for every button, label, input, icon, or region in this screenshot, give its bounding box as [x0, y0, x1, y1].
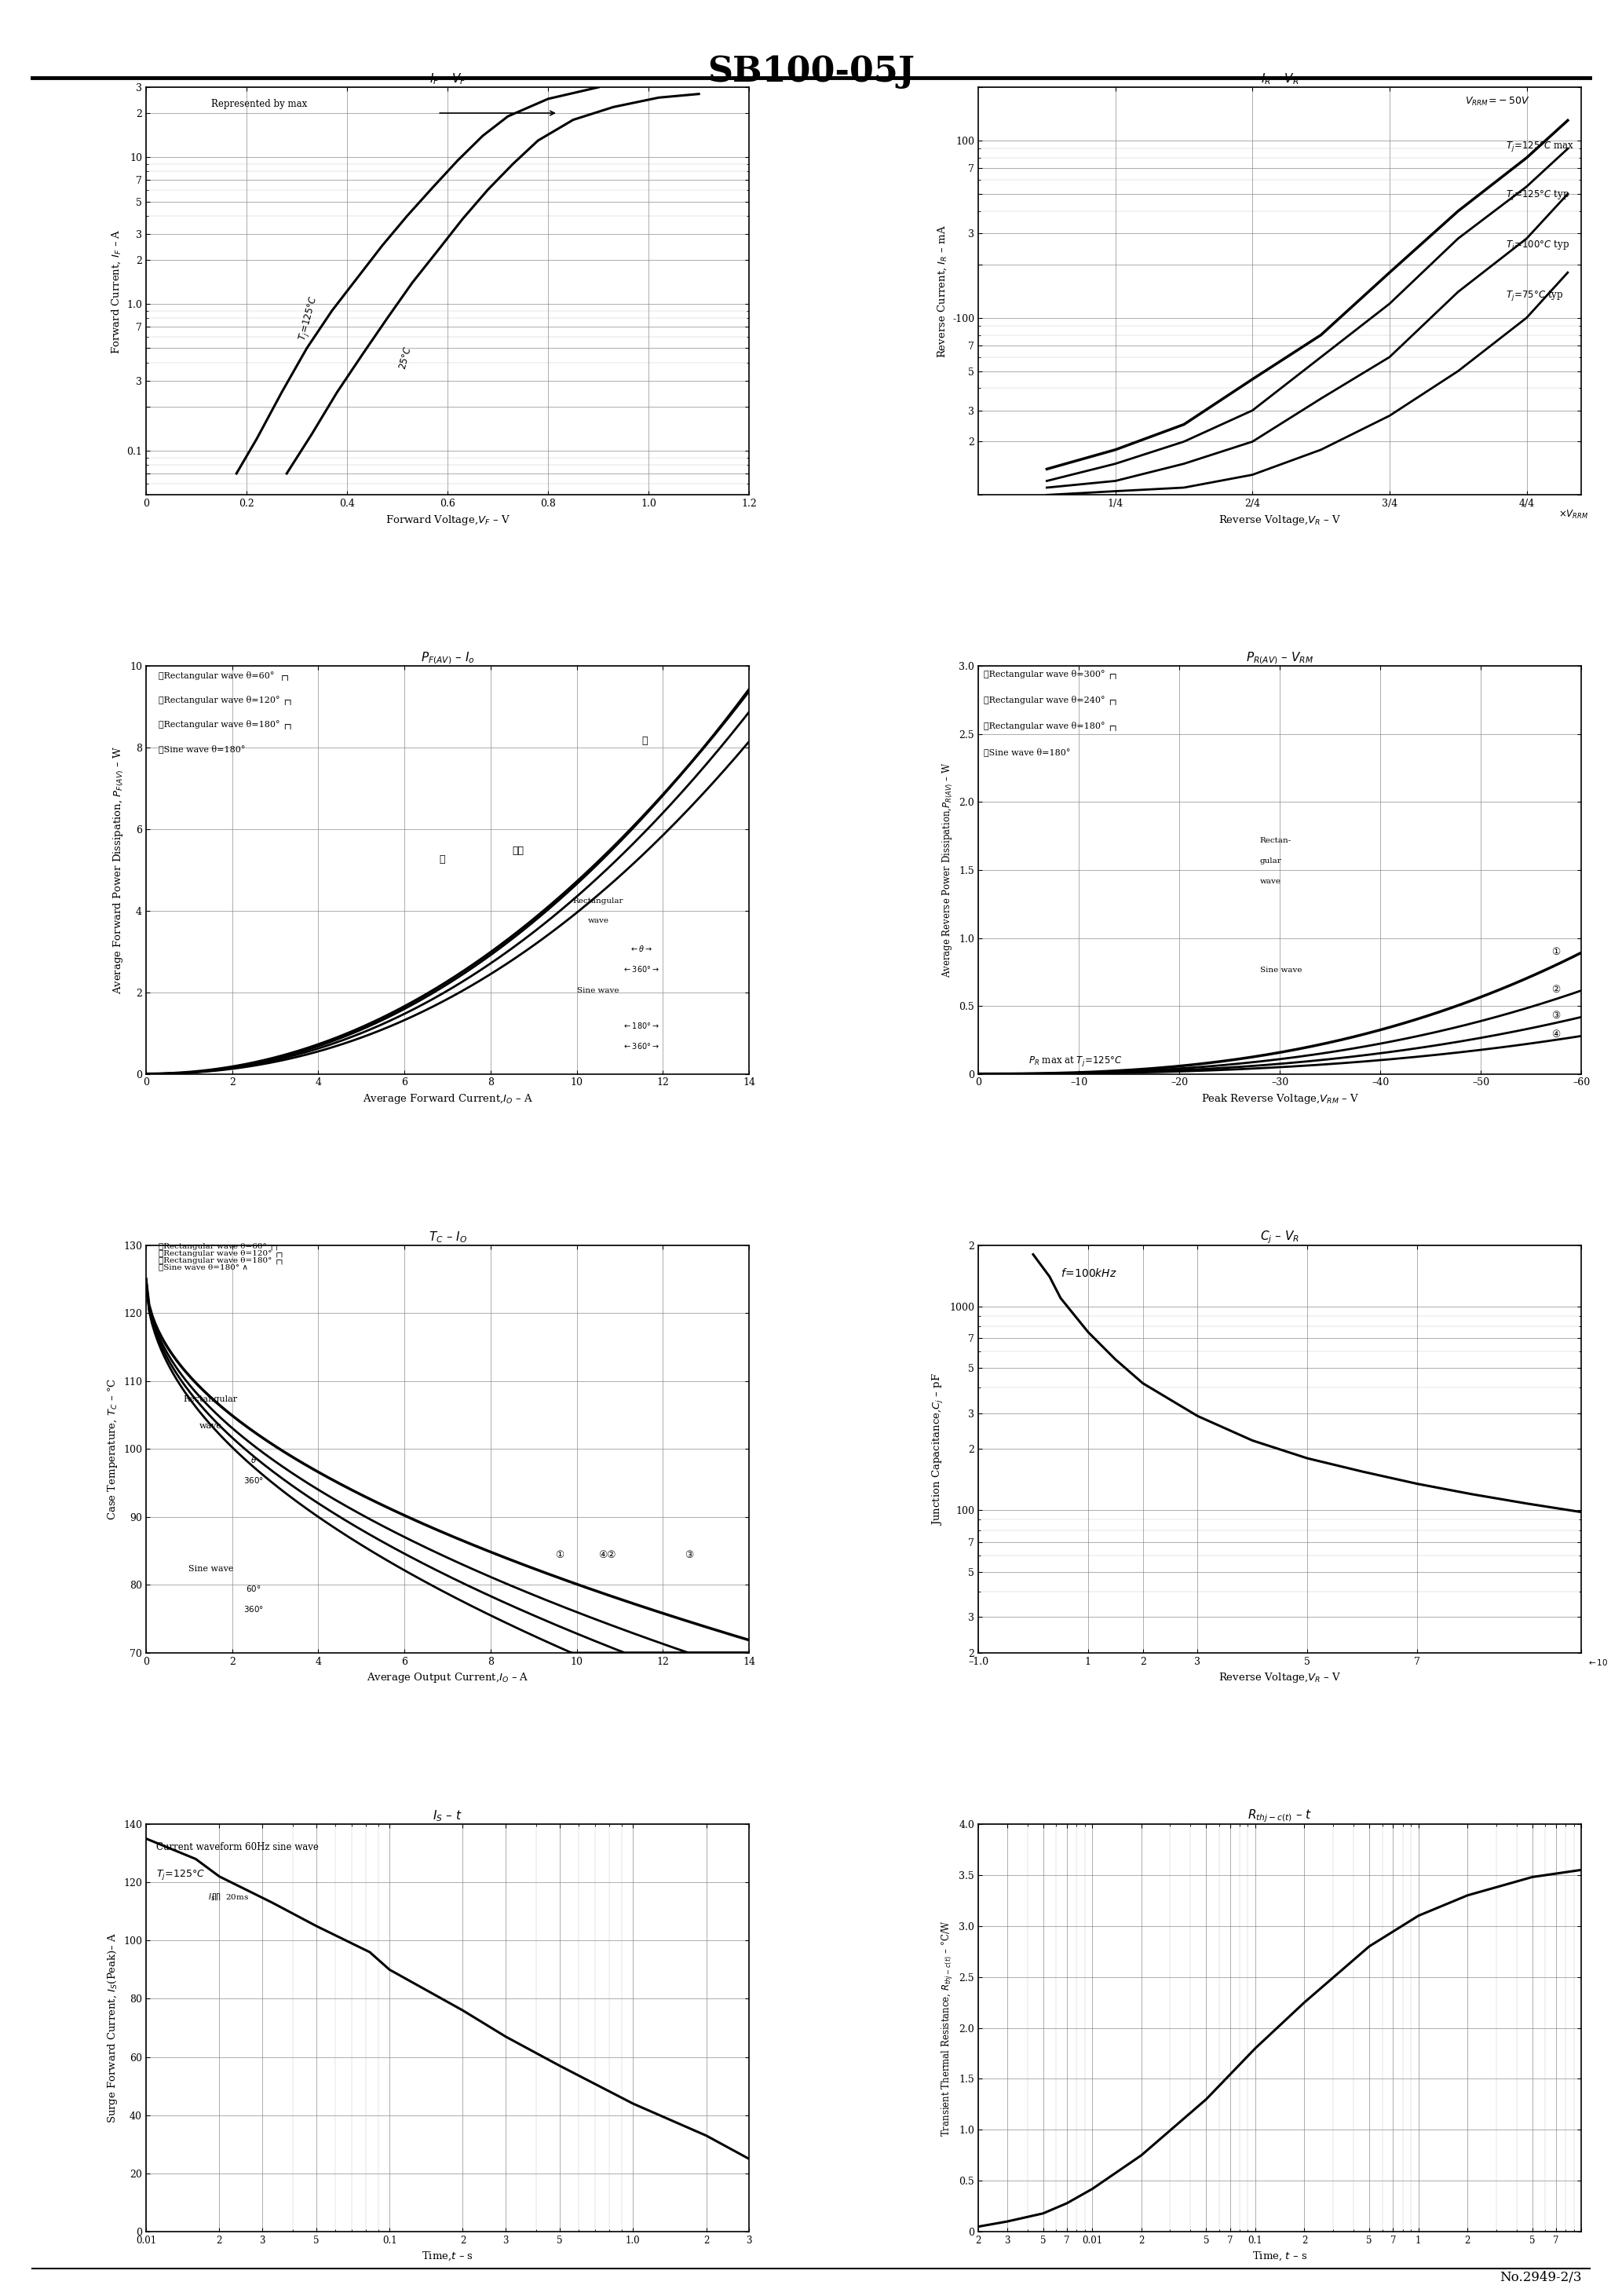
Text: ②Rectangular wave θ=120° ┌┐: ②Rectangular wave θ=120° ┌┐ [159, 1249, 284, 1258]
Y-axis label: Average Forward Power Dissipation, $P_{F(AV)}$ – W: Average Forward Power Dissipation, $P_{F… [112, 746, 125, 994]
Text: $T_j\!=\!125°C$ max: $T_j\!=\!125°C$ max [1507, 140, 1575, 154]
Y-axis label: Reverse Current, $I_R$ – mA: Reverse Current, $I_R$ – mA [936, 225, 947, 358]
Text: $\leftarrow 360°\rightarrow$: $\leftarrow 360°\rightarrow$ [623, 964, 660, 974]
Text: ③: ③ [641, 735, 647, 746]
X-axis label: Average Forward Current,$I_O$ – A: Average Forward Current,$I_O$ – A [362, 1093, 532, 1107]
Text: $\leftarrow 180°\rightarrow$: $\leftarrow 180°\rightarrow$ [623, 1022, 660, 1031]
Title: $C_j$ – $V_R$: $C_j$ – $V_R$ [1260, 1228, 1299, 1244]
Text: ②: ② [1551, 985, 1560, 994]
Text: Sine wave: Sine wave [188, 1566, 234, 1573]
Text: Current waveform 60Hz sine wave: Current waveform 60Hz sine wave [156, 1841, 318, 1853]
Text: $25°C$: $25°C$ [397, 344, 414, 372]
Title: $I_F$ – $V_F$: $I_F$ – $V_F$ [430, 71, 466, 87]
X-axis label: Time, $t$ – s: Time, $t$ – s [1252, 2250, 1307, 2262]
Text: ③: ③ [1551, 1010, 1560, 1022]
Text: $360°$: $360°$ [243, 1474, 264, 1486]
Title: $P_{F(AV)}$ – $I_o$: $P_{F(AV)}$ – $I_o$ [420, 650, 475, 666]
Text: Sine wave: Sine wave [1260, 967, 1302, 974]
Title: $P_{R(AV)}$ – $V_{RM}$: $P_{R(AV)}$ – $V_{RM}$ [1246, 650, 1314, 666]
Text: ①: ① [555, 1550, 564, 1559]
Text: ①Rectangular wave θ=60° ┌┐: ①Rectangular wave θ=60° ┌┐ [159, 1242, 279, 1251]
X-axis label: Average Output Current,$I_O$ – A: Average Output Current,$I_O$ – A [367, 1671, 529, 1685]
Text: $\leftarrow$10: $\leftarrow$10 [1586, 1658, 1609, 1667]
Text: ④Sine wave θ=180°: ④Sine wave θ=180° [159, 744, 245, 753]
Text: ④: ④ [1551, 1029, 1560, 1040]
Text: $T_j\!=\!125°C$ typ: $T_j\!=\!125°C$ typ [1507, 188, 1570, 202]
X-axis label: Time,$t$ – s: Time,$t$ – s [422, 2250, 474, 2262]
Text: wave: wave [200, 1421, 222, 1430]
Text: $\times V_{RRM}$: $\times V_{RRM}$ [1559, 507, 1588, 521]
Title: $T_C$ – $I_O$: $T_C$ – $I_O$ [428, 1231, 467, 1244]
X-axis label: Reverse Voltage,$V_R$ – V: Reverse Voltage,$V_R$ – V [1218, 514, 1341, 526]
Text: No.2949-2/3: No.2949-2/3 [1499, 2271, 1581, 2285]
Title: $I_R$ – $V_R$: $I_R$ – $V_R$ [1260, 71, 1299, 87]
Text: ④Sine wave θ=180° ∧: ④Sine wave θ=180° ∧ [159, 1263, 248, 1270]
Title: $R_{thj-c(t)}$ – $t$: $R_{thj-c(t)}$ – $t$ [1247, 1807, 1312, 1823]
Text: ③Rectangular wave θ=180° ┌┐: ③Rectangular wave θ=180° ┌┐ [159, 1256, 284, 1265]
Text: ②Rectangular wave θ=120° ┌┐: ②Rectangular wave θ=120° ┌┐ [159, 696, 294, 705]
Y-axis label: Forward Current, $I_F$ – A: Forward Current, $I_F$ – A [110, 227, 122, 354]
Text: Rectangular: Rectangular [573, 898, 623, 905]
Text: $f\!=\!100kHz$: $f\!=\!100kHz$ [1061, 1267, 1118, 1279]
Text: ①: ① [1551, 946, 1560, 957]
Text: $360°$: $360°$ [243, 1605, 264, 1614]
Text: ①: ① [440, 854, 444, 863]
Text: gular: gular [1260, 859, 1281, 866]
Text: $T_j\!=\!100°C$ typ: $T_j\!=\!100°C$ typ [1507, 239, 1570, 253]
Y-axis label: Transient Thermal Resistance, $R_{thj-c(t)}$ – °C/W: Transient Thermal Resistance, $R_{thj-c(… [941, 1919, 954, 2135]
Text: $\theta$: $\theta$ [250, 1456, 256, 1465]
X-axis label: Reverse Voltage,$V_R$ – V: Reverse Voltage,$V_R$ – V [1218, 1671, 1341, 1685]
Text: $60°$: $60°$ [247, 1584, 261, 1593]
Text: $T_j\!=\!125°C$: $T_j\!=\!125°C$ [156, 1869, 204, 1880]
Text: SB100-05J: SB100-05J [707, 55, 915, 90]
Text: $T_j\!=\!75°C$ typ: $T_j\!=\!75°C$ typ [1507, 289, 1564, 303]
Text: $P_R$ max at $T_j\!=\!125°C$: $P_R$ max at $T_j\!=\!125°C$ [1028, 1054, 1122, 1068]
Text: ②⑤: ②⑤ [513, 845, 524, 856]
Text: ④②: ④② [599, 1550, 616, 1559]
Text: ①Rectangular wave θ=60°  ┌┐: ①Rectangular wave θ=60° ┌┐ [159, 670, 290, 680]
Text: ④Sine wave θ=180°: ④Sine wave θ=180° [983, 748, 1071, 755]
Text: $T_j\!=\!125°C$: $T_j\!=\!125°C$ [297, 294, 321, 342]
Text: Rectangular: Rectangular [183, 1396, 238, 1403]
Text: $V_{RRM}\!=\!-50V$: $V_{RRM}\!=\!-50V$ [1465, 96, 1530, 108]
Y-axis label: Average Reverse Power Dissipation,$P_{R(AV)}$ – W: Average Reverse Power Dissipation,$P_{R(… [941, 762, 954, 978]
Text: ②Rectangular wave θ=240° ┌┐: ②Rectangular wave θ=240° ┌┐ [983, 696, 1118, 705]
Text: $\leftarrow\theta\rightarrow$: $\leftarrow\theta\rightarrow$ [629, 944, 654, 953]
Text: Sine wave: Sine wave [577, 987, 620, 994]
Y-axis label: Surge Forward Current, $I_S$(Peak)– A: Surge Forward Current, $I_S$(Peak)– A [105, 1933, 118, 2124]
Text: ③Rectangular wave θ=180° ┌┐: ③Rectangular wave θ=180° ┌┐ [983, 721, 1118, 730]
Text: wave: wave [587, 918, 608, 925]
X-axis label: Forward Voltage,$V_F$ – V: Forward Voltage,$V_F$ – V [384, 514, 509, 526]
Text: wave: wave [1260, 877, 1281, 886]
Y-axis label: Case Temperature, $T_C$ – °C: Case Temperature, $T_C$ – °C [105, 1378, 118, 1520]
X-axis label: Peak Reverse Voltage,$V_{RM}$ – V: Peak Reverse Voltage,$V_{RM}$ – V [1200, 1093, 1359, 1107]
Text: $\leftarrow 360°\rightarrow$: $\leftarrow 360°\rightarrow$ [623, 1042, 660, 1052]
Text: Represented by max: Represented by max [211, 99, 307, 110]
Text: $I_S\!\!\lceil\!\rceil\!\lceil\!\rceil$  20ms: $I_S\!\!\lceil\!\rceil\!\lceil\!\rceil$ … [208, 1892, 250, 1903]
Title: $I_S$ – $t$: $I_S$ – $t$ [433, 1809, 462, 1823]
Text: ③Rectangular wave θ=180° ┌┐: ③Rectangular wave θ=180° ┌┐ [159, 721, 294, 730]
Y-axis label: Junction Capacitance,$C_j$ – pF: Junction Capacitance,$C_j$ – pF [931, 1373, 946, 1525]
Text: ③: ③ [684, 1550, 693, 1559]
Text: Rectan-: Rectan- [1260, 838, 1291, 845]
Text: ①Rectangular wave θ=300° ┌┐: ①Rectangular wave θ=300° ┌┐ [983, 670, 1118, 680]
